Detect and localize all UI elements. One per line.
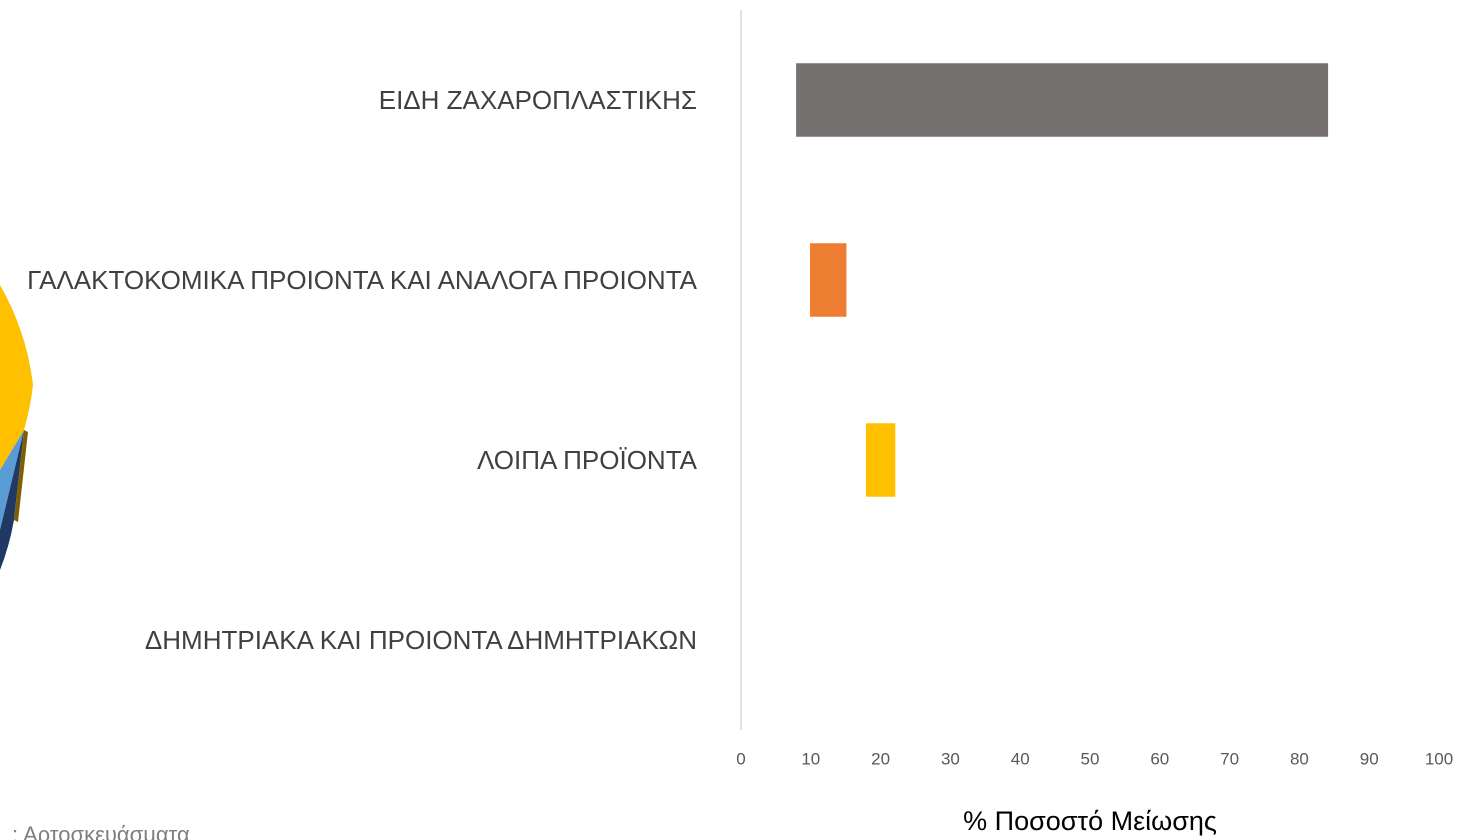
- bar: [810, 243, 847, 317]
- y-tick-label: ΕΙΔΗ ΖΑΧΑΡΟΠΛΑΣΤΙΚΗΣ: [378, 85, 697, 115]
- x-tick-label: 20: [871, 749, 890, 768]
- x-tick-label: 100: [1425, 749, 1453, 768]
- x-tick-label: 40: [1011, 749, 1030, 768]
- x-tick-label: 10: [801, 749, 820, 768]
- x-tick-label: 80: [1290, 749, 1309, 768]
- bar: [796, 63, 1329, 137]
- y-tick-label: ΓΑΛΑΚΤΟΚΟΜΙΚΑ ΠΡΟΙΟΝΤΑ ΚΑΙ ΑΝΑΛΟΓΑ ΠΡΟΙΟ…: [27, 265, 697, 295]
- x-tick-label: 0: [736, 749, 745, 768]
- fragment-label: : Αρτοσκευάσματα: [12, 822, 190, 840]
- y-tick-label: ΛΟΙΠΑ ΠΡΟΪΟΝΤΑ: [476, 445, 697, 475]
- x-tick-label: 50: [1081, 749, 1100, 768]
- x-tick-label: 60: [1150, 749, 1169, 768]
- bar: [865, 423, 896, 497]
- y-tick-label: ΔΗΜΗΤΡΙΑΚΑ ΚΑΙ ΠΡΟΙΟΝΤΑ ΔΗΜΗΤΡΙΑΚΩΝ: [144, 625, 697, 655]
- pie-fragment: [0, 285, 33, 570]
- x-tick-label: 70: [1220, 749, 1239, 768]
- x-tick-label: 30: [941, 749, 960, 768]
- x-axis-title: % Ποσοστό Μείωσης: [963, 806, 1217, 836]
- x-tick-label: 90: [1360, 749, 1379, 768]
